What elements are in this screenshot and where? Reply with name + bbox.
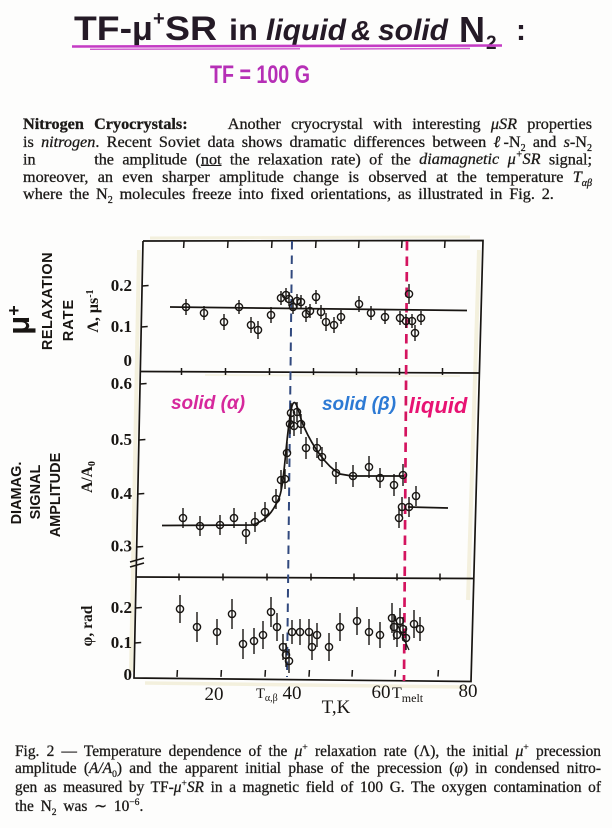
svg-text:TF-: TF- [74, 10, 132, 48]
svg-text:0.4: 0.4 [111, 484, 133, 503]
svg-text:solid: solid [378, 14, 449, 47]
svg-text:SIGNAL: SIGNAL [28, 464, 44, 519]
svg-text:80: 80 [459, 681, 478, 702]
svg-text:RELAXATION: RELAXATION [40, 252, 56, 350]
svg-text:liquid: liquid [266, 14, 347, 47]
svg-text:2: 2 [486, 33, 497, 54]
svg-text:A/A0: A/A0 [79, 461, 98, 493]
svg-text:AMPLITUDE: AMPLITUDE [48, 452, 64, 537]
svg-text:0: 0 [124, 665, 133, 684]
svg-text:TF = 100 G: TF = 100 G [210, 61, 310, 89]
svg-text:in: in [229, 14, 258, 47]
svg-text:0.2: 0.2 [111, 276, 132, 295]
svg-text:μ: μ [132, 10, 153, 48]
svg-text:RATE: RATE [61, 299, 77, 341]
svg-text:μ+: μ+ [1, 305, 36, 334]
svg-text:0: 0 [124, 351, 133, 370]
svg-text:N: N [459, 9, 485, 50]
svg-text:0.2: 0.2 [111, 598, 132, 617]
svg-text::: : [516, 14, 526, 47]
svg-text:+: + [153, 8, 165, 30]
svg-text:0.6: 0.6 [111, 374, 132, 393]
svg-text:40: 40 [283, 683, 302, 704]
svg-text:&: & [351, 15, 371, 46]
svg-text:0.3: 0.3 [111, 537, 132, 556]
svg-text:SR: SR [165, 10, 217, 48]
svg-text:solid (α): solid (α) [171, 393, 245, 414]
svg-text:T,K: T,K [322, 697, 351, 718]
svg-text:0.5: 0.5 [111, 430, 132, 449]
svg-text:Λ, μs-1: Λ, μs-1 [85, 289, 102, 332]
svg-text:solid (β): solid (β) [322, 394, 396, 415]
svg-text:liquid: liquid [409, 393, 468, 418]
svg-text:20: 20 [205, 684, 224, 705]
svg-text:φ, rad: φ, rad [79, 605, 96, 646]
svg-text:0.1: 0.1 [111, 633, 132, 652]
svg-text:DIAMAG.: DIAMAG. [9, 462, 25, 525]
svg-text:Tα,β: Tα,β [256, 686, 278, 704]
svg-text:0.1: 0.1 [111, 317, 132, 336]
svg-text:60: 60 [372, 682, 391, 703]
